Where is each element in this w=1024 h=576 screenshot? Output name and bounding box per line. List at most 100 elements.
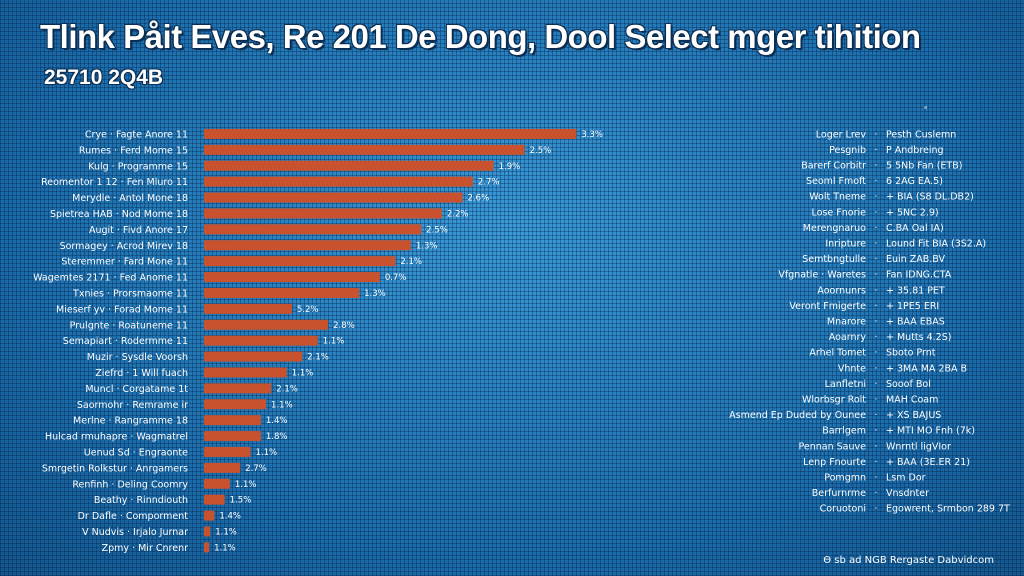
legend-entry-name: Pesgnib — [829, 145, 866, 156]
legend-separator: · — [874, 223, 877, 234]
legend-separator: · — [874, 254, 877, 265]
data-label: 1.1% — [215, 527, 237, 537]
legend-entry-value: P Andbreing — [886, 145, 944, 156]
legend-entry-name: Vfgnatle · Waretes — [778, 270, 866, 281]
legend-separator: · — [874, 285, 877, 296]
legend-entry-name: Barrlgem — [822, 426, 866, 437]
category-label: Dr Dafle · Comporment — [78, 511, 189, 522]
legend-entry-value: + 3MA MA 2BA B — [886, 363, 967, 374]
legend-entry-name: Loger Lrev — [816, 129, 867, 140]
data-label: 2.5% — [530, 146, 552, 156]
bar — [204, 494, 225, 505]
data-label: 1.3% — [416, 241, 438, 251]
bar — [204, 335, 318, 346]
legend-entry-value: + 5NC 2.9) — [886, 207, 939, 218]
legend-separator: · — [874, 363, 877, 374]
legend-separator: · — [874, 395, 877, 406]
chart-footer: Ɵ sb ad NGB Rergaste Dabvidcom — [823, 555, 994, 566]
category-label: Beathy · Rinndiouth — [94, 495, 188, 506]
legend-entry-value: C.BA Oal IA) — [886, 223, 944, 234]
category-label: Uenud Sd · Engraonte — [84, 447, 188, 458]
category-label: Hulcad rmuhapre · Wagmatrel — [45, 432, 188, 443]
bar — [204, 208, 442, 219]
bar — [204, 351, 303, 362]
legend-separator: · — [874, 161, 877, 172]
legend-entry-name: Aoornunrs — [817, 285, 866, 296]
data-label: 2.6% — [468, 194, 490, 204]
bar — [204, 431, 261, 442]
legend-entry-name: Asmend Ep Duded by Ounee — [729, 410, 866, 421]
bar — [204, 256, 396, 267]
legend-separator: · — [874, 332, 877, 343]
legend-separator: · — [874, 301, 877, 312]
legend-separator: · — [874, 488, 877, 499]
category-label: Spietrea HAB · Nod Mome 18 — [50, 209, 188, 220]
category-label: Steremmer · Fard Mone 11 — [61, 257, 188, 268]
category-label: Merydle · Antol Mone 18 — [72, 193, 188, 204]
legend-separator: · — [874, 348, 877, 359]
category-label: Semapiart · Rodermme 11 — [63, 336, 188, 347]
legend-separator: · — [874, 129, 877, 140]
data-label: 1.1% — [271, 400, 293, 410]
legend-entry-name: Pomgmn — [824, 473, 866, 484]
category-label: Ziefrd · 1 Will fuach — [95, 368, 188, 379]
bar — [204, 224, 422, 235]
category-label: Sormagey · Acrod Mirev 18 — [60, 241, 188, 252]
legend-entry-value: + Mutts 4.2S) — [886, 332, 951, 343]
legend: Loger Lrev · Pesth Cuslemn Pesgnib · P Andbre… — [729, 129, 1010, 514]
category-label: Muncl · Corgatame 1t — [85, 384, 188, 395]
category-label: Zpmy · Mir Cnrenr — [102, 543, 188, 554]
category-label: Wagemtes 2171 · Fed Anome 11 — [33, 273, 188, 284]
corner-mark: ᵃ — [924, 104, 928, 113]
bar — [204, 319, 329, 330]
legend-entry-name: Barerf Corbitr — [801, 161, 866, 172]
bar — [204, 415, 261, 426]
legend-entry-value: MAH Coam — [886, 395, 938, 406]
bar — [204, 478, 230, 489]
bar — [204, 526, 211, 537]
legend-separator: · — [874, 270, 877, 281]
legend-entry-value: Wnrntl ligVIor — [886, 441, 951, 452]
legend-separator: · — [874, 176, 877, 187]
data-label: 2.1% — [276, 384, 298, 394]
category-label: Reomentor 1 12 · Fen Mluro 11 — [41, 177, 188, 188]
legend-entry-name: Seoml Fmoft — [806, 176, 866, 187]
legend-entry-name: Wlorbsgr Rolt — [802, 395, 866, 406]
bar — [204, 367, 287, 378]
category-label: Renfinh · Deling Coomry — [72, 479, 188, 490]
legend-entry-value: + BIA (S8 DL.DB2) — [886, 192, 974, 203]
legend-entry-value: + BAA (3E.ER 21) — [886, 457, 970, 468]
bar — [204, 128, 577, 139]
legend-entry-value: Pesth Cuslemn — [886, 129, 956, 140]
category-label: Kulg · Programme 15 — [88, 161, 188, 172]
bar — [204, 144, 525, 155]
bar — [204, 240, 411, 251]
bar — [204, 303, 292, 314]
category-label: Muzir · Sysdle Voorsh — [87, 352, 188, 363]
legend-separator: · — [874, 504, 877, 515]
legend-entry-value: + XS BAJUS — [886, 410, 941, 421]
bar — [204, 462, 241, 473]
bar — [204, 160, 494, 171]
bars — [204, 128, 577, 553]
data-labels: 3.3% 2.5% 1.9% 2.7% 2.6% 2.2% 2.5% 1.3% 2.1% 0.7%… — [214, 130, 603, 553]
legend-entry-value: Sooof Bol — [886, 379, 931, 390]
category-label: Rumes · Ferd Mome 15 — [79, 145, 188, 156]
legend-separator: · — [874, 441, 877, 452]
data-label: 1.3% — [364, 289, 386, 299]
data-label: 1.1% — [256, 448, 278, 458]
legend-entry-value: Euin ZAB.BV — [886, 254, 945, 265]
bar — [204, 446, 251, 457]
chart-title: Tlink Påit Eves, Re 201 De Dong, Dool Se… — [40, 18, 921, 55]
legend-entry-value: Fan IDNG.CTA — [886, 270, 952, 281]
legend-entry-name: Aoarnry — [829, 332, 867, 343]
chart-subtitle: 25710 2Q4B — [44, 66, 164, 89]
data-label: 2.7% — [245, 464, 267, 474]
legend-entry-name: Semtbngtulle — [802, 254, 866, 265]
legend-separator: · — [874, 207, 877, 218]
legend-entry-name: Berfurnrme — [812, 488, 866, 499]
legend-entry-name: Pennan Sauve — [799, 441, 867, 452]
legend-separator: · — [874, 239, 877, 250]
legend-entry-value: Vnsdnter — [886, 488, 929, 499]
legend-entry-value: Egowrent, Srmbon 289 7T — [886, 504, 1010, 515]
